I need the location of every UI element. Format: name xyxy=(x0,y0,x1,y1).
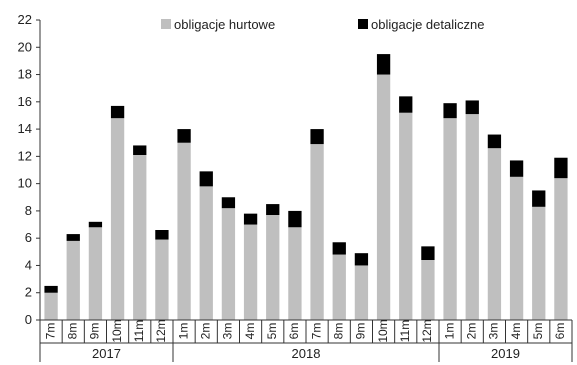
y-tick-label: 12 xyxy=(18,148,32,163)
legend-label-detaliczne: obligacje detaliczne xyxy=(371,17,484,32)
bar-segment-detaliczne xyxy=(133,145,147,155)
legend-swatch-detaliczne xyxy=(358,19,368,29)
bar-segment-hurtowe xyxy=(421,260,435,320)
y-tick-label: 6 xyxy=(25,230,32,245)
bar-segment-hurtowe xyxy=(288,227,302,320)
year-label: 2019 xyxy=(491,346,520,361)
x-tick-label: 6m xyxy=(287,323,301,340)
y-tick-label: 0 xyxy=(25,312,32,327)
x-tick-label: 12m xyxy=(154,319,168,342)
legend-label-hurtowe: obligacje hurtowe xyxy=(174,17,275,32)
bar-segment-detaliczne xyxy=(509,160,524,177)
bar-segment-detaliczne xyxy=(354,253,369,266)
bar-segment-hurtowe xyxy=(155,239,169,320)
bar-segment-hurtowe xyxy=(66,240,80,320)
y-tick-label: 20 xyxy=(18,39,32,54)
x-tick-label: 5m xyxy=(531,323,545,340)
x-tick-label: 8m xyxy=(65,323,79,340)
y-axis: 0 2 4 6 8 10 12 14 16 18 20 22 xyxy=(18,12,41,327)
x-tick-label: 10m xyxy=(110,319,124,342)
x-axis: 7m 8m 9m 10m 11m 12m 1m 2m 3m 4m 5m 6m 7m 8m 9m 10m 11m 1… xyxy=(39,319,573,362)
x-tick-label: 3m xyxy=(487,323,501,340)
bar-segment-detaliczne xyxy=(110,105,125,119)
y-tick-label: 14 xyxy=(18,121,32,136)
bar-segment-detaliczne xyxy=(44,285,58,293)
bar-segment-hurtowe xyxy=(199,186,213,320)
bar-segment-hurtowe xyxy=(266,215,280,320)
x-tick-label: 1m xyxy=(442,323,456,340)
bar-segment-detaliczne xyxy=(465,100,479,115)
bar-segment-hurtowe xyxy=(399,112,413,320)
bar-segment-hurtowe xyxy=(443,118,457,321)
bar-segment-detaliczne xyxy=(177,129,191,143)
bar-segment-detaliczne xyxy=(376,54,391,75)
y-tick-label: 10 xyxy=(18,176,32,191)
y-tick-label: 18 xyxy=(18,67,32,82)
bar-segment-detaliczne xyxy=(443,103,457,119)
x-tick-label: 2m xyxy=(198,323,212,340)
bar-segment-hurtowe xyxy=(177,142,191,320)
bar-segment-hurtowe xyxy=(44,292,58,320)
x-tick-label: 11m xyxy=(398,320,412,342)
year-label: 2017 xyxy=(92,346,121,361)
bar-segment-detaliczne xyxy=(288,210,302,228)
bar-segment-detaliczne xyxy=(66,234,80,241)
bar-segment-hurtowe xyxy=(243,224,258,320)
bar-segment-detaliczne xyxy=(532,190,546,207)
bar-segment-detaliczne xyxy=(88,221,103,228)
x-tick-label: 2m xyxy=(464,323,478,340)
legend-swatch-hurtowe xyxy=(161,19,171,29)
bar-segment-detaliczne xyxy=(332,242,346,255)
bar-segment-hurtowe xyxy=(354,265,369,320)
x-tick-label: 1m xyxy=(176,323,190,340)
x-tick-label: 9m xyxy=(354,323,368,340)
legend: obligacje hurtowe obligacje detaliczne xyxy=(161,17,484,32)
y-tick-label: 8 xyxy=(25,203,32,218)
bar-segment-detaliczne xyxy=(310,129,324,145)
x-tick-label: 7m xyxy=(43,323,57,340)
bar-segment-hurtowe xyxy=(221,208,236,320)
bar-segment-hurtowe xyxy=(509,176,524,320)
x-tick-label: 6m xyxy=(553,323,567,340)
x-tick-label: 5m xyxy=(265,323,279,340)
bar-segment-detaliczne xyxy=(199,171,213,187)
year-label: 2018 xyxy=(292,346,321,361)
x-tick-label: 3m xyxy=(221,323,235,340)
bar-segment-hurtowe xyxy=(554,178,568,320)
bar-segment-hurtowe xyxy=(487,148,502,320)
bar-segment-hurtowe xyxy=(310,144,324,320)
y-tick-label: 22 xyxy=(18,12,32,27)
bar-segment-detaliczne xyxy=(421,246,435,260)
bar-segment-detaliczne xyxy=(221,197,236,209)
bar-segment-detaliczne xyxy=(554,157,568,179)
x-tick-label: 7m xyxy=(309,323,323,340)
x-tick-label: 4m xyxy=(243,323,257,340)
x-tick-label: 4m xyxy=(509,323,523,340)
bar-segment-hurtowe xyxy=(376,74,391,320)
y-tick-label: 2 xyxy=(25,285,32,300)
bar-segment-hurtowe xyxy=(465,114,479,320)
bars xyxy=(44,54,568,321)
x-tick-label: 12m xyxy=(420,319,434,342)
bar-segment-hurtowe xyxy=(88,227,103,320)
x-tick-label: 8m xyxy=(331,323,345,340)
bar-segment-detaliczne xyxy=(487,134,502,149)
bar-segment-hurtowe xyxy=(133,155,147,320)
bar-segment-detaliczne xyxy=(155,230,169,240)
x-tick-label: 11m xyxy=(132,320,146,342)
y-tick-label: 4 xyxy=(25,257,32,272)
x-tick-label: 10m xyxy=(376,319,390,342)
bar-segment-detaliczne xyxy=(266,204,280,215)
bar-segment-hurtowe xyxy=(110,118,125,321)
bar-segment-detaliczne xyxy=(243,213,258,225)
x-tick-label: 9m xyxy=(88,323,102,340)
bar-segment-hurtowe xyxy=(332,254,346,320)
y-tick-label: 16 xyxy=(18,94,32,109)
bar-segment-hurtowe xyxy=(532,206,546,320)
bar-segment-detaliczne xyxy=(399,96,413,113)
